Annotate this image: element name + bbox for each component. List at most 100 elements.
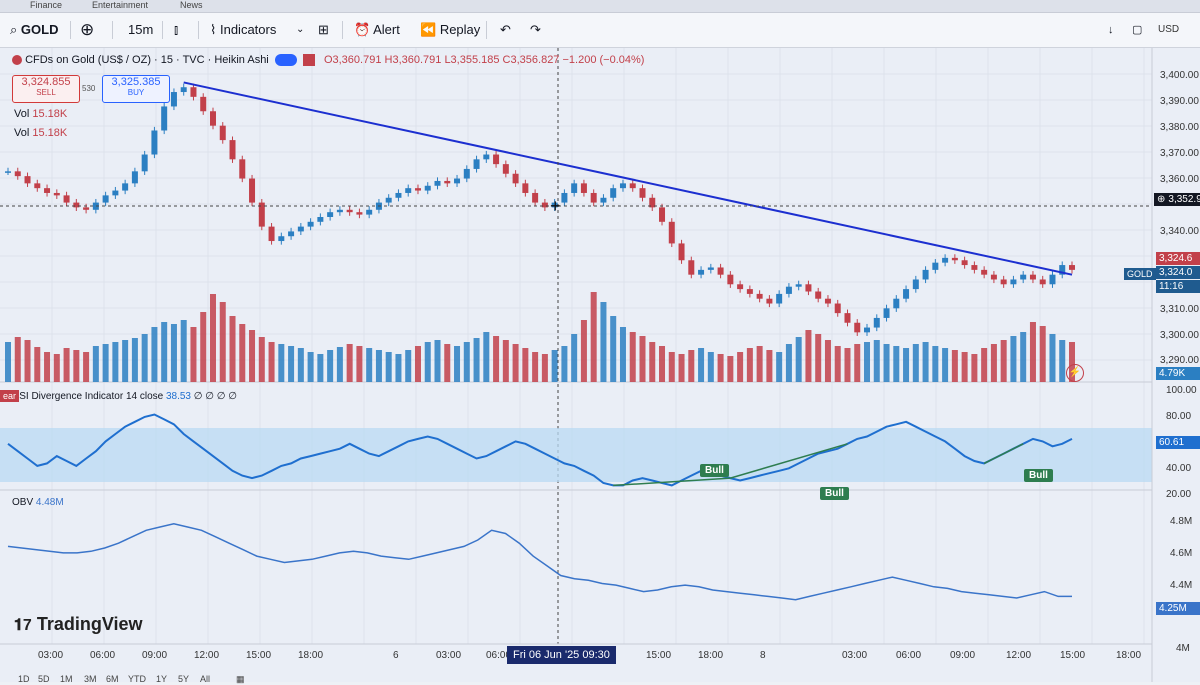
range-3m[interactable]: 3M xyxy=(84,674,97,684)
compare-add-symbol-button[interactable]: ⊕ xyxy=(80,20,95,39)
candle-body xyxy=(932,262,939,270)
volume-bar xyxy=(659,346,666,382)
obv-legend[interactable]: OBV 4.48M xyxy=(12,497,64,508)
plus-icon[interactable]: ⊕ xyxy=(1157,194,1166,205)
candle-body xyxy=(63,195,70,203)
range-1m[interactable]: 1M xyxy=(60,674,73,684)
candle-body xyxy=(1059,265,1066,275)
volume-bar xyxy=(1000,340,1007,382)
volume-bar xyxy=(776,352,783,382)
candle-body xyxy=(1039,279,1046,285)
replay-button[interactable]: ⏪ Replay xyxy=(420,13,480,47)
candle-body xyxy=(170,92,177,107)
volume-bar xyxy=(502,340,509,382)
layouts-grid-icon[interactable]: ⊞ xyxy=(318,22,329,37)
bull-divergence-lines xyxy=(613,443,1024,487)
bookmark-finance[interactable]: Finance xyxy=(30,0,63,10)
candle-body xyxy=(639,188,646,198)
volume-bar xyxy=(619,327,626,382)
redo-icon[interactable]: ↷ xyxy=(530,22,541,37)
volume-bar xyxy=(5,342,11,382)
candle-body xyxy=(746,289,753,294)
volume-bar xyxy=(483,332,490,382)
symbol-search-button[interactable]: ⌕ GOLD xyxy=(10,13,58,47)
bookmark-entertainment[interactable]: Entertainment xyxy=(92,0,149,10)
volume-bar xyxy=(14,337,21,382)
volume-bar xyxy=(395,354,402,382)
candle-body xyxy=(766,298,773,304)
candle-body xyxy=(444,180,451,184)
symbol-logo-icon xyxy=(12,55,22,66)
range-1d[interactable]: 1D xyxy=(18,674,30,684)
symbol-price-tag-label: GOLD xyxy=(1124,268,1156,280)
volume-bars xyxy=(5,292,1075,382)
series-title[interactable]: CFDs on Gold (US$ / OZ) · 15 · TVC · Hei… xyxy=(25,54,269,66)
trendline[interactable] xyxy=(183,81,1073,276)
candle-body xyxy=(776,293,783,304)
volume-bar xyxy=(893,346,900,382)
range-ytd[interactable]: YTD xyxy=(128,674,146,684)
candle-body xyxy=(990,274,997,280)
time-axis-label: 15:00 xyxy=(246,650,272,661)
volume-bar xyxy=(327,350,334,382)
snapshot-icon[interactable]: ▢ xyxy=(1132,24,1143,36)
tradingview-watermark[interactable]: 𝟏7 TradingView xyxy=(14,614,143,635)
lightning-icon[interactable]: ⚡ xyxy=(1066,364,1084,382)
calendar-icon[interactable]: ▦ xyxy=(236,674,245,684)
buy-button[interactable]: 3,325.385 BUY xyxy=(102,75,170,103)
candle-body xyxy=(981,269,988,275)
toolbar-divider xyxy=(342,21,343,39)
price-axis-label: 3,360.00 xyxy=(1160,174,1199,185)
volume-bar xyxy=(112,342,119,382)
chart-type-icon[interactable]: ⫾ xyxy=(174,22,179,37)
candle-body xyxy=(209,111,216,126)
bookmark-news[interactable]: News xyxy=(180,0,203,10)
volume-bar xyxy=(512,344,519,382)
sell-button[interactable]: 3,324.855 SELL xyxy=(12,75,80,103)
time-axis-label: 03:00 xyxy=(436,650,462,661)
candle-body xyxy=(239,159,246,179)
obv-line xyxy=(7,523,1072,601)
candle-body xyxy=(414,188,421,191)
candle-body xyxy=(698,269,705,275)
volume-bar xyxy=(981,348,988,382)
series-color-icon[interactable] xyxy=(302,54,315,67)
candle-body xyxy=(1029,274,1036,280)
obv-axis-label: 4M xyxy=(1176,643,1190,654)
rsi-legend[interactable]: RSI Divergence Indicator 14 close 38.53 … xyxy=(12,391,237,402)
range-6m[interactable]: 6M xyxy=(106,674,119,684)
indicators-button[interactable]: ⌇ Indicators xyxy=(210,13,276,47)
chart-canvas[interactable]: + xyxy=(0,48,1200,682)
range-1y[interactable]: 1Y xyxy=(156,674,168,684)
bull-divergence-label: Bull xyxy=(820,487,849,500)
visibility-toggle-icon[interactable] xyxy=(274,54,297,67)
volume-bar xyxy=(44,352,51,382)
candle-body xyxy=(297,226,304,232)
candle-body xyxy=(541,202,548,208)
candle-body xyxy=(161,106,168,131)
volume-bar xyxy=(278,344,285,382)
volume-bar xyxy=(864,342,871,382)
range-5d[interactable]: 5D xyxy=(38,674,50,684)
candle-body xyxy=(756,293,763,299)
chevron-down-icon[interactable]: ⌄ xyxy=(296,24,305,35)
interval-button[interactable]: 15m xyxy=(128,22,154,37)
candle-body xyxy=(92,202,99,210)
volume-bar xyxy=(92,346,99,382)
range-5y[interactable]: 5Y xyxy=(178,674,190,684)
currency-label[interactable]: USD xyxy=(1158,24,1180,35)
volume-bar xyxy=(737,352,744,382)
alert-label: Alert xyxy=(373,22,400,37)
candle-body xyxy=(44,188,51,193)
chart-grid xyxy=(0,48,1152,644)
volume-bar xyxy=(1020,332,1027,382)
scroll-to-realtime-icon[interactable]: ↓ xyxy=(1108,24,1114,36)
candle-body xyxy=(688,260,695,275)
candle-body xyxy=(1010,279,1017,285)
range-all[interactable]: All xyxy=(200,674,211,684)
alert-button[interactable]: ⏰ Alert xyxy=(354,13,400,47)
volume-bar xyxy=(63,348,70,382)
volume-bar xyxy=(385,352,392,382)
candle-body xyxy=(83,207,90,210)
undo-icon[interactable]: ↶ xyxy=(500,22,511,37)
